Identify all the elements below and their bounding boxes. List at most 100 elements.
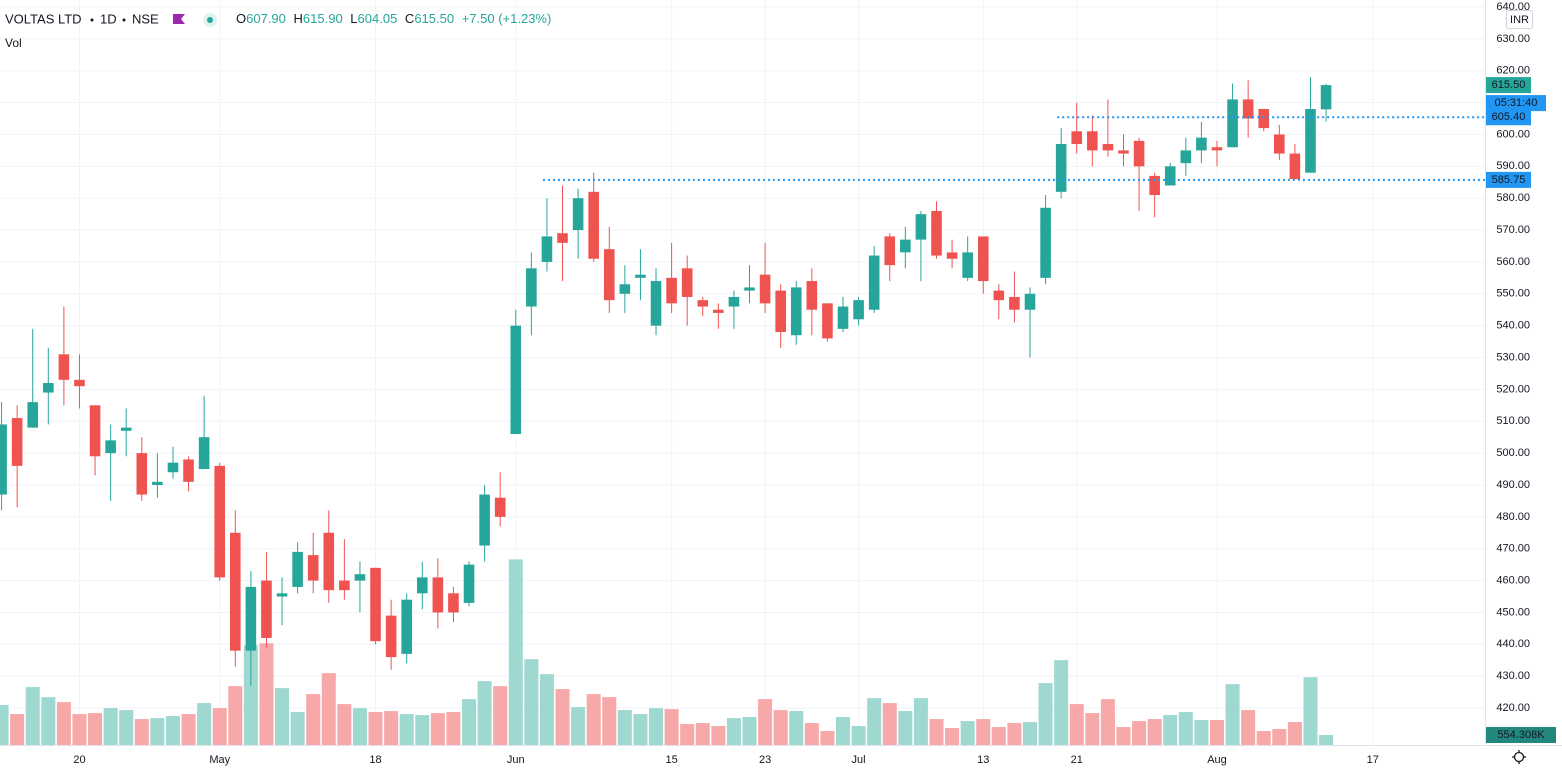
volume-bar [539,674,554,745]
x-tick-label: 23 [759,754,771,766]
candle-body [323,532,335,591]
y-tick-label: 550.00 [1496,288,1530,300]
volume-bar [586,694,601,745]
level-label: 585.75 [1492,174,1526,186]
y-tick-label: 470.00 [1496,543,1530,555]
candle-body [1087,131,1098,151]
volume-bar [352,708,367,745]
ohlc-value: 607.90 [246,11,286,26]
volume-bar [508,559,523,745]
y-tick-label: 600.00 [1496,128,1530,140]
y-tick-label: 440.00 [1496,638,1530,650]
volume-bar [1116,727,1131,745]
candle-body [1242,99,1254,119]
volume-bar [88,713,103,745]
ohlc-value: 615.50 [414,11,454,26]
volume-bar [555,689,570,745]
volume-bar [415,715,430,745]
candle-body [183,459,194,482]
level-label: 605.40 [1492,111,1526,123]
volume-bar [960,721,975,745]
volume-bar [0,705,9,745]
volume-bar [820,731,835,745]
y-tick-label: 560.00 [1496,256,1530,268]
change: +7.50 (+1.23%) [462,11,552,26]
candle-body [681,268,693,297]
candle-body [276,593,288,597]
last-price-label: 615.50 [1492,79,1526,91]
volume-bar [1209,720,1224,745]
candle-body [790,287,802,336]
candle-body [868,255,880,310]
candle-body [884,236,896,266]
candle-body [229,532,241,651]
volume-bar [56,702,71,745]
volume-bar [742,717,757,745]
candle-body [1133,140,1145,167]
volume-bar [602,697,617,745]
volume-bar [1319,735,1334,745]
candle-body [635,274,646,278]
candle-body [74,379,85,387]
x-tick-label: 17 [1367,754,1379,766]
candle-body [977,236,989,282]
gear [1513,751,1525,763]
volume-bar [150,718,165,745]
volume-label: 554.308K [1497,729,1545,741]
candle-body [572,198,584,231]
volume-bar [913,698,928,745]
volume-bar [1007,723,1022,745]
volume-bar [571,707,586,745]
level-tag [1486,171,1531,188]
ohlc: O607.90 H615.90 L604.05 C615.50 +7.50 (+… [236,11,551,26]
exchange: NSE [132,11,159,26]
y-tick-label: 500.00 [1496,447,1530,459]
x-tick-label: Jul [852,754,866,766]
candle-body [385,615,397,658]
volume-bar [976,719,991,745]
volume-bar [477,681,492,745]
volume-bar [1038,683,1053,745]
candle-body [962,252,973,278]
y-tick-label: 540.00 [1496,320,1530,332]
y-tick-label: 480.00 [1496,511,1530,523]
y-tick-label: 590.00 [1496,160,1530,172]
volume-tag [1486,727,1556,744]
candle-body [853,300,864,320]
volume-bar [1194,720,1209,745]
candle-body [650,281,662,326]
candle-body [1149,175,1160,196]
price-axis: 420.00 430.00 440.00 450.00 460.00 470.00 480.… [1486,1,1556,744]
candle-body [120,427,132,431]
y-tick-label: 630.00 [1496,33,1530,45]
volume-bar [758,699,773,745]
currency-box[interactable] [1506,10,1533,29]
volume-bar [368,712,383,745]
volume-bar [804,723,819,745]
currency: INR [1510,14,1529,26]
volume-bar [337,704,352,745]
candle-body [510,325,522,434]
candle-body [1274,134,1285,154]
volume-bar [882,703,897,745]
candle-body [619,284,631,294]
candle-body [1196,137,1207,151]
volume-bar [259,643,274,745]
flag-icon[interactable] [173,14,185,24]
volume-bar [695,723,710,745]
candle-body [1305,108,1316,173]
candle-body [167,462,179,473]
volume-bar [835,717,851,745]
candle-body [198,437,210,470]
ohlc-key: L [350,11,357,26]
candle-body [89,405,101,457]
candle-body [27,402,39,428]
candle-body [463,564,475,603]
volume-bar [165,716,180,745]
y-tick-label: 450.00 [1496,606,1530,618]
volume-bar [228,686,243,745]
settings-icon[interactable] [1512,750,1526,764]
candle-body [946,252,958,259]
volume-bar [1272,729,1287,745]
volume-bar [275,688,290,745]
